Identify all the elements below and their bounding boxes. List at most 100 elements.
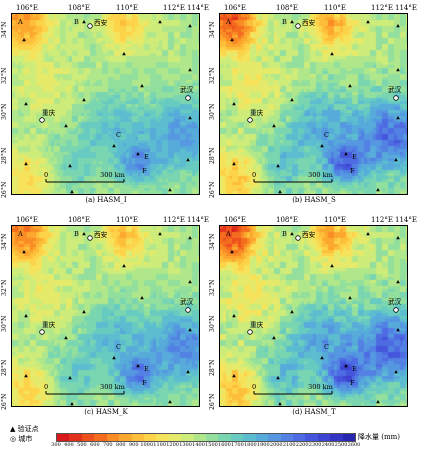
station-marker xyxy=(320,356,324,360)
station-marker xyxy=(70,402,74,406)
color-bar-segment xyxy=(81,434,95,441)
station-marker xyxy=(64,124,68,128)
color-bar-segment xyxy=(268,434,281,441)
color-bar-tick: 400 xyxy=(64,442,74,448)
triangle-icon: ▲ xyxy=(10,425,16,433)
station-marker xyxy=(396,24,400,28)
circle-icon: ◎ xyxy=(10,435,17,443)
color-bar-segment xyxy=(119,434,132,441)
longitude-label: 106°E xyxy=(16,216,38,224)
station-marker xyxy=(344,152,348,156)
color-bar-segment xyxy=(143,434,157,441)
map-label-wuhan: 武汉 xyxy=(180,86,194,94)
color-bar xyxy=(56,433,356,442)
map-label-wuhan: 武汉 xyxy=(388,86,402,94)
map-label-chongqing: 重庆 xyxy=(42,321,56,329)
longitude-label: 114°E xyxy=(187,4,209,12)
longitude-label: 112°E xyxy=(371,4,393,12)
station-marker xyxy=(22,38,26,42)
map-label-xian: 西安 xyxy=(94,231,108,239)
station-marker xyxy=(68,376,72,380)
longitude-label: 108°E xyxy=(68,216,90,224)
map-label-chongqing: 重庆 xyxy=(250,109,264,117)
map-label-region-b: B xyxy=(282,230,287,238)
color-bar-tick: 300 xyxy=(51,442,61,448)
map-label-xian: 西安 xyxy=(302,19,316,27)
map-label-chongqing: 重庆 xyxy=(42,109,56,117)
precipitation-raster xyxy=(220,14,407,194)
latitude-label: 30°N xyxy=(1,103,8,120)
panel-caption: (a) HASM_I xyxy=(85,196,127,204)
station-marker xyxy=(348,84,352,88)
map-label-scale-km: 300 km xyxy=(100,171,125,179)
station-marker xyxy=(366,20,370,24)
map-label-region-e: E xyxy=(352,153,357,161)
station-marker xyxy=(330,52,334,56)
map-label-region-f: F xyxy=(350,167,355,175)
station-marker xyxy=(290,232,294,236)
precipitation-raster xyxy=(12,14,199,194)
color-bar-tick: 2400 xyxy=(321,442,335,448)
color-bar-tick: 2500 xyxy=(334,442,348,448)
longitude-label: 114°E xyxy=(395,4,417,12)
latitude-label: 34°N xyxy=(209,21,216,38)
city-marker xyxy=(185,307,191,313)
map-label-region-f: F xyxy=(142,167,147,175)
color-bar-tick: 600 xyxy=(90,442,100,448)
longitude-label: 110°E xyxy=(324,4,346,12)
map-panel-d: 106°E 108°E 110°E 112°E 114°E 34°N 32°N 30°N 28°… xyxy=(208,216,420,429)
map-label-region-a: A xyxy=(226,230,231,238)
station-marker xyxy=(320,144,324,148)
longitude-label: 108°E xyxy=(276,4,298,12)
station-marker xyxy=(330,264,334,268)
color-bar-segment xyxy=(330,434,343,441)
station-marker xyxy=(82,98,86,102)
longitude-label: 114°E xyxy=(187,216,209,224)
map-label-wuhan: 武汉 xyxy=(180,298,194,306)
city-marker xyxy=(87,23,93,29)
color-bar-segment xyxy=(57,434,70,441)
longitude-label: 110°E xyxy=(324,216,346,224)
station-marker xyxy=(136,152,140,156)
station-marker xyxy=(188,236,192,240)
color-bar-tick: 1300 xyxy=(179,442,192,448)
city-marker xyxy=(295,23,301,29)
legend-unit: 降水量 (mm) xyxy=(358,433,400,441)
station-marker xyxy=(24,314,28,318)
color-bar-segment xyxy=(156,434,169,441)
longitude-label: 108°E xyxy=(68,4,90,12)
station-marker xyxy=(112,356,116,360)
legend-city-label: 城市 xyxy=(18,435,33,443)
map-label-region-e: E xyxy=(144,365,149,373)
station-marker xyxy=(230,250,234,254)
color-bar-tick: 1000 xyxy=(140,442,154,448)
city-marker xyxy=(295,235,301,241)
longitude-label: 106°E xyxy=(16,4,38,12)
station-marker xyxy=(232,102,236,106)
station-marker xyxy=(232,314,236,318)
station-marker xyxy=(232,374,236,378)
station-marker xyxy=(140,84,144,88)
color-bar-tick: 800 xyxy=(116,442,126,448)
station-marker xyxy=(24,162,28,166)
color-bar-tick: 2200 xyxy=(295,442,309,448)
legend-station-label: 验证点 xyxy=(17,425,39,433)
precipitation-map: A B 西安 重庆 武汉 C E F 0 300 km xyxy=(219,225,408,407)
station-marker xyxy=(396,328,400,332)
latitude-label: 28°N xyxy=(1,359,8,376)
color-bar-segment xyxy=(193,434,207,441)
scale-bar xyxy=(253,179,333,183)
city-marker xyxy=(247,329,253,335)
latitude-label: 34°N xyxy=(1,21,8,38)
longitude-label: 114°E xyxy=(395,216,417,224)
color-bar-tick: 1400 xyxy=(192,442,205,448)
map-overlay xyxy=(230,20,400,194)
color-bar-segment xyxy=(181,434,194,441)
map-label-scale-zero: 0 xyxy=(44,171,49,179)
city-marker xyxy=(393,307,399,313)
map-label-wuhan: 武汉 xyxy=(388,298,402,306)
color-bar-tick: 2100 xyxy=(282,442,296,448)
station-marker xyxy=(376,400,380,404)
map-label-region-b: B xyxy=(74,230,79,238)
station-marker xyxy=(136,364,140,368)
